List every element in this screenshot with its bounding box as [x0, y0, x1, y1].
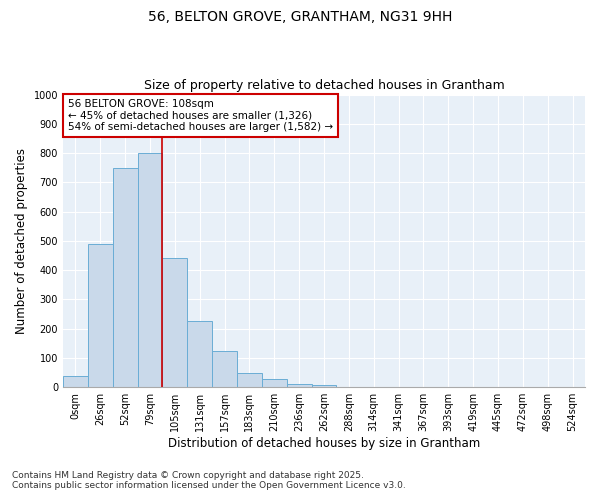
X-axis label: Distribution of detached houses by size in Grantham: Distribution of detached houses by size …	[168, 437, 480, 450]
Bar	[63, 376, 88, 387]
Text: 56 BELTON GROVE: 108sqm
← 45% of detached houses are smaller (1,326)
54% of semi: 56 BELTON GROVE: 108sqm ← 45% of detache…	[68, 99, 333, 132]
Title: Size of property relative to detached houses in Grantham: Size of property relative to detached ho…	[143, 79, 505, 92]
Bar	[212, 350, 237, 387]
Bar	[237, 372, 262, 387]
Text: Contains HM Land Registry data © Crown copyright and database right 2025.
Contai: Contains HM Land Registry data © Crown c…	[12, 470, 406, 490]
Y-axis label: Number of detached properties: Number of detached properties	[15, 148, 28, 334]
Bar	[187, 322, 212, 387]
Text: 56, BELTON GROVE, GRANTHAM, NG31 9HH: 56, BELTON GROVE, GRANTHAM, NG31 9HH	[148, 10, 452, 24]
Bar	[163, 258, 187, 387]
Bar	[137, 153, 163, 387]
Bar	[113, 168, 137, 387]
Bar	[262, 379, 287, 387]
Bar	[88, 244, 113, 387]
Bar	[311, 385, 337, 387]
Bar	[287, 384, 311, 387]
